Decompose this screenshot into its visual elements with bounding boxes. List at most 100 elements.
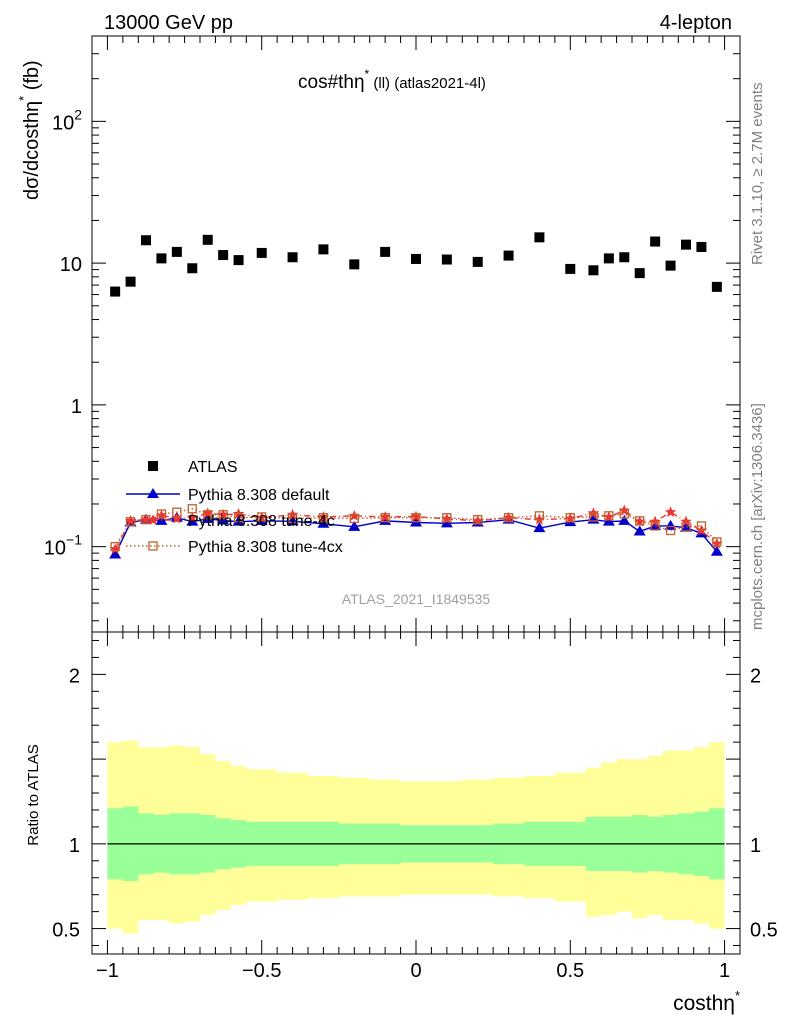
x-axis-label-main: costhη [673,992,735,1015]
data-point-pythia-8-308-tune-4cx [635,516,645,526]
plot-title-superscript: * [365,67,370,81]
data-point-pythia-8-308-default [633,525,646,536]
legend-marker-pythia-8-308-tune-4c [147,514,159,525]
data-point-pythia-8-308-tune-4cx [257,512,267,522]
plot-title-rest: (ll) (atlas2021-4l) [369,75,486,92]
main-y-tick-label-base: 10 [44,538,66,560]
data-point-pythia-8-308-tune-4c [202,507,214,519]
data-point-pythia-8-308-tune-4c [680,515,692,527]
data-point-pythia-8-308-default [649,519,662,530]
data-point-pythia-8-308-tune-4cx [110,541,120,552]
data-point-atlas [202,234,213,245]
rivet-version-label: Rivet 3.1.10, ≥ 2.7M events [749,83,766,266]
x-tick-label: −1 [96,960,119,982]
data-point-pythia-8-308-tune-4cx [349,513,359,524]
data-point-pythia-8-308-tune-4c [155,509,168,521]
main-y-axis-label-main: dσ/dcosthη [21,101,43,200]
data-point-pythia-8-308-tune-4c [711,537,723,549]
data-point-atlas [141,235,151,246]
legend: ATLAS Pythia 8.308 default Pythia 8.308 tu… [126,459,343,556]
data-point-pythia-8-308-tune-4cx [473,515,483,525]
data-point-pythia-8-308-default [217,514,230,525]
data-point-pythia-8-308-tune-4c [664,506,677,518]
mcplots-credit-label: mcplots.cern.ch [arXiv:1306.3436] [749,403,766,630]
data-point-pythia-8-308-default [201,512,214,523]
data-point-pythia-8-308-tune-4cx [442,513,452,523]
ratio-y-tick-label-left: 2 [69,665,80,687]
data-point-pythia-8-308-tune-4c [379,510,391,522]
main-data-layer [109,232,723,559]
data-point-atlas [287,252,298,263]
data-point-pythia-8-308-tune-4cx [125,517,136,527]
data-point-pythia-8-308-tune-4cx [187,504,197,514]
data-point-pythia-8-308-tune-4cx [411,513,421,523]
data-point-atlas [171,246,182,257]
ratio-tick-labels: 0.5 0.5 1 1 2 2 −1 −0.5 0 0.5 1 [52,665,778,982]
data-point-pythia-8-308-tune-4c [171,512,183,524]
data-point-pythia-8-308-default [348,520,361,531]
data-point-atlas [110,286,121,297]
legend-marker-atlas [148,461,158,471]
series-line-pythia-8-308-tune-4c [114,509,718,550]
data-point-atlas [696,241,707,252]
x-tick-label: 1 [719,960,730,982]
data-point-pythia-8-308-default [618,514,631,525]
main-axis-ticks [92,35,740,632]
data-point-pythia-8-308-tune-4cx [696,521,707,531]
legend-marker-pythia-8-308-default [147,488,159,498]
data-point-pythia-8-308-tune-4c [533,513,546,525]
x-tick-label: 0 [410,960,421,982]
plot-title-main: cos#thη [298,72,365,93]
data-point-atlas [634,268,645,279]
main-y-tick-label-exponent: 2 [74,106,82,122]
data-point-pythia-8-308-tune-4cx [287,513,298,524]
data-point-atlas [318,244,329,255]
data-point-pythia-8-308-tune-4cx [156,509,167,519]
data-point-atlas [411,253,421,264]
data-point-pythia-8-308-tune-4cx [565,513,575,523]
x-axis-label-superscript: * [735,988,740,1003]
ratio-uncertainty-bands [107,740,725,934]
data-point-pythia-8-308-tune-4cx [318,513,329,523]
data-point-pythia-8-308-tune-4c [472,514,484,526]
data-point-pythia-8-308-default [317,517,330,528]
ratio-y-tick-label-right: 1 [750,835,761,857]
ratio-plot-panel: 0.5 0.5 1 1 2 2 −1 −0.5 0 0.5 1 Ratio to ATLAS cos… [25,631,778,1015]
data-point-pythia-8-308-tune-4cx [619,509,629,519]
data-point-pythia-8-308-tune-4cx [203,510,213,520]
data-point-pythia-8-308-tune-4c [317,510,330,522]
ratio-y-tick-label-left: 0.5 [52,920,80,942]
data-point-pythia-8-308-default [379,514,392,525]
data-point-atlas [218,250,229,261]
ratio-y-tick-label-right: 0.5 [750,920,778,942]
series-line-pythia-8-308-tune-4cx [114,508,718,548]
analysis-watermark: ATLAS_2021_I1849535 [342,591,491,607]
data-point-pythia-8-308-default [533,522,546,533]
data-point-pythia-8-308-default [710,545,723,556]
data-point-atlas [588,265,599,276]
plot-title: cos#thη* (ll) (atlas2021-4l) [298,67,486,93]
data-point-pythia-8-308-default [109,548,122,559]
data-point-atlas [187,263,198,274]
data-point-pythia-8-308-tune-4c [410,510,422,522]
data-point-pythia-8-308-tune-4cx [380,513,390,523]
data-point-pythia-8-308-default [664,519,677,530]
data-point-atlas [619,252,630,263]
data-point-pythia-8-308-tune-4cx [681,522,691,532]
data-point-pythia-8-308-tune-4c [649,515,661,527]
main-y-tick-label-base: 10 [52,112,74,134]
data-point-pythia-8-308-tune-4cx [604,511,614,521]
main-y-tick-label-exponent: −1 [66,532,82,548]
data-point-pythia-8-308-tune-4cx [650,521,660,531]
legend-label-pythia-8-308-tune-4cx: Pythia 8.308 tune-4cx [188,539,343,556]
data-point-pythia-8-308-tune-4c [634,515,646,527]
data-point-atlas [650,236,661,247]
ratio-axis-ticks [92,632,740,954]
data-point-atlas [472,256,483,267]
legend-label-atlas: ATLAS [188,459,238,476]
main-y-tick-label: 102 [52,106,82,134]
data-point-atlas [349,259,360,270]
